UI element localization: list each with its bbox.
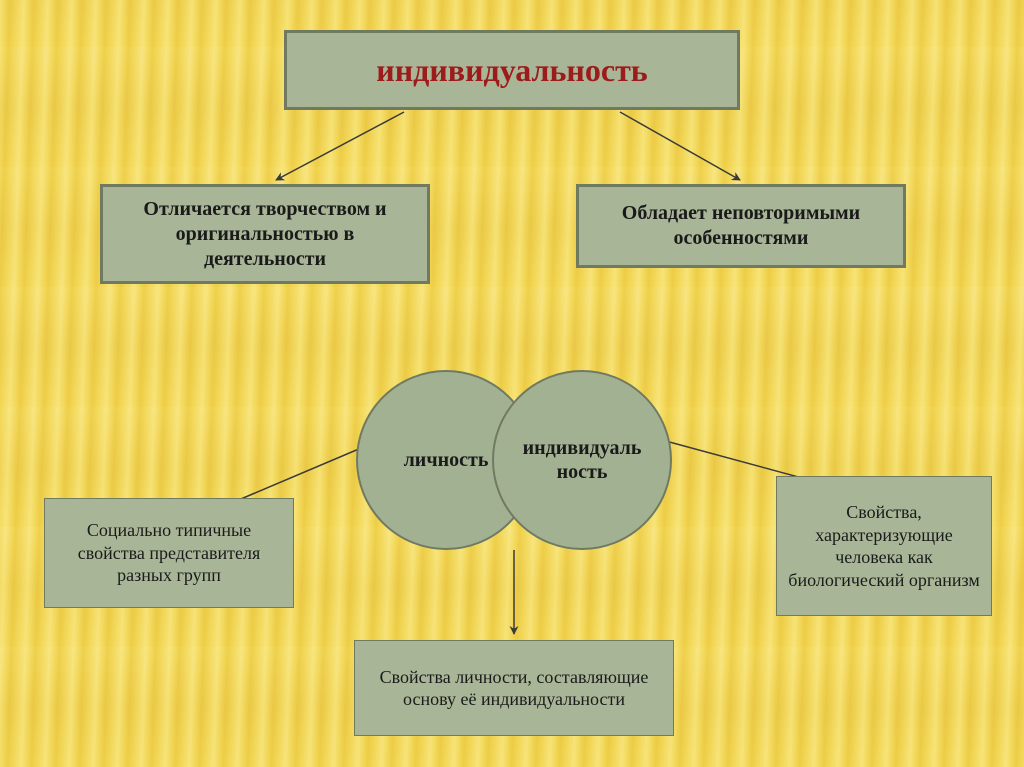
node-box_right_top: Обладает неповторимыми особенностями xyxy=(576,184,906,268)
node-box_left_top: Отличается творчеством и оригинальностью… xyxy=(100,184,430,284)
diagram-canvas: личностьиндивидуаль ностьиндивидуальност… xyxy=(0,0,1024,767)
node-box_center_bottom: Свойства личности, составляющие основу е… xyxy=(354,640,674,736)
node-title: индивидуальность xyxy=(284,30,740,110)
node-box_right_bottom: Свойства, характеризующие человека как б… xyxy=(776,476,992,616)
arrow-1 xyxy=(620,112,740,180)
node-circle_right: индивидуаль ность xyxy=(492,370,672,550)
node-box_left_bottom: Социально типичные свойства представител… xyxy=(44,498,294,608)
arrow-0 xyxy=(276,112,404,180)
